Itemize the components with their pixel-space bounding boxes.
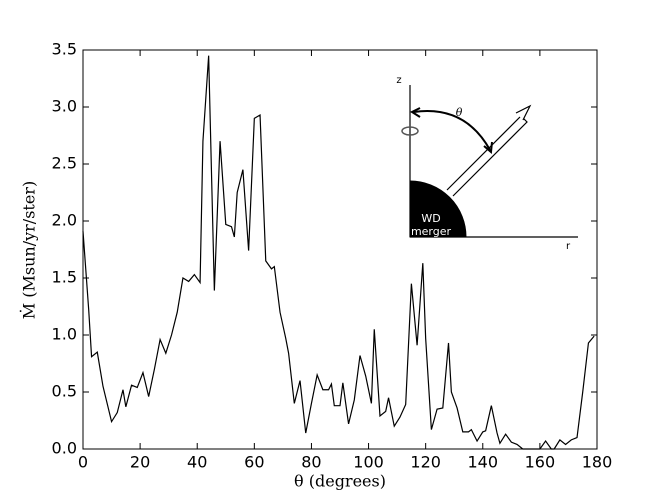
y-tick-label: 0.5 bbox=[52, 382, 77, 401]
y-tick-label: 3.5 bbox=[52, 40, 77, 59]
arc-head bbox=[483, 141, 493, 155]
y-tick-label: 1.5 bbox=[52, 268, 77, 287]
plot-frame bbox=[82, 49, 598, 450]
merger-body bbox=[409, 180, 467, 238]
x-tick-label: 120 bbox=[410, 453, 441, 472]
x-axis-label: θ (degrees) bbox=[294, 472, 386, 491]
arrow-head bbox=[515, 104, 532, 121]
x-tick-label: 160 bbox=[525, 453, 556, 472]
y-tick-label: 2.0 bbox=[52, 211, 77, 230]
y-tick-label: 2.5 bbox=[52, 154, 77, 173]
data-line bbox=[82, 55, 595, 450]
x-tick-label: 40 bbox=[187, 453, 207, 472]
inset-diagram bbox=[401, 85, 578, 238]
x-tick-label: 20 bbox=[130, 453, 150, 472]
y-axis-label: Ṁ (Msun/yr/ster) bbox=[19, 181, 39, 319]
angle-arc bbox=[413, 110, 491, 151]
inset-label: WD bbox=[421, 212, 440, 225]
y-tick-label: 1.0 bbox=[52, 325, 77, 344]
x-tick-label: 100 bbox=[353, 453, 384, 472]
arc-head bbox=[409, 107, 421, 118]
inset-label: r bbox=[566, 241, 571, 252]
inset-label: z bbox=[396, 75, 401, 86]
x-tick-label: 140 bbox=[468, 453, 499, 472]
x-tick-label: 0 bbox=[78, 453, 88, 472]
inset-label: θ bbox=[456, 106, 463, 119]
x-tick-label: 60 bbox=[244, 453, 264, 472]
x-tick-label: 180 bbox=[582, 453, 613, 472]
y-tick-label: 0.0 bbox=[52, 439, 77, 458]
x-tick-label: 80 bbox=[301, 453, 321, 472]
y-tick-label: 3.0 bbox=[52, 97, 77, 116]
inset-label: merger bbox=[411, 225, 452, 238]
rotation-symbol bbox=[401, 126, 419, 136]
